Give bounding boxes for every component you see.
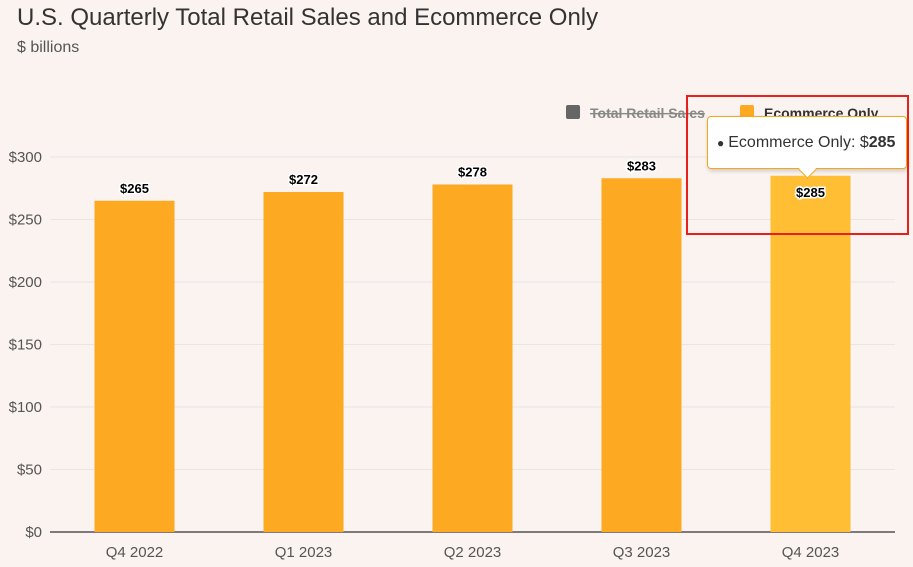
legend-label-total-retail-sales[interactable]: Total Retail Sales: [590, 105, 705, 121]
bars: [94, 175, 851, 533]
bar[interactable]: [601, 178, 682, 532]
bar[interactable]: [263, 192, 344, 532]
data-label: $285: [796, 185, 825, 200]
legend-symbol-ecommerce-only[interactable]: [740, 105, 754, 119]
legend-symbol-total-retail-sales[interactable]: [566, 105, 580, 119]
data-label: $283: [627, 158, 656, 173]
chart-subtitle: $ billions: [17, 39, 80, 56]
y-tick-label: $150: [9, 337, 42, 354]
x-tick-label: Q4 2023: [782, 544, 840, 561]
data-label: $265: [120, 181, 149, 196]
x-tick-label: Q4 2022: [106, 544, 164, 561]
y-tick-label: $0: [25, 524, 42, 541]
y-tick-label: $200: [9, 274, 42, 291]
highlight-box: [686, 95, 909, 235]
tooltip-bullet-icon: ●: [717, 136, 725, 150]
y-tick-label: $50: [17, 462, 42, 479]
data-label: $272: [289, 172, 318, 187]
data-label: $278: [458, 165, 487, 180]
chart-title: U.S. Quarterly Total Retail Sales and Ec…: [17, 4, 599, 31]
bar[interactable]: [770, 175, 851, 532]
hover-tooltip: ● Ecommerce Only: $285: [707, 116, 907, 179]
tooltip-series-label: Ecommerce Only: $: [728, 134, 869, 151]
x-axis-ticks: Q4 2022 Q1 2023 Q2 2023 Q3 2023 Q4 2023: [106, 544, 840, 561]
data-labels: $265 $272 $278 $283 $285: [119, 157, 827, 202]
bar[interactable]: [432, 184, 513, 533]
y-axis-ticks: $0 $50 $100 $150 $200 $250 $300: [9, 149, 42, 541]
tooltip-value: 285: [868, 134, 896, 151]
x-tick-label: Q3 2023: [613, 544, 671, 561]
tooltip-text: ● Ecommerce Only: $285: [717, 134, 895, 152]
x-tick-label: Q2 2023: [444, 544, 502, 561]
y-tick-label: $300: [9, 149, 42, 166]
y-tick-label: $100: [9, 399, 42, 416]
bar[interactable]: [94, 200, 175, 532]
x-tick-label: Q1 2023: [275, 544, 333, 561]
y-tick-label: $250: [9, 212, 42, 229]
